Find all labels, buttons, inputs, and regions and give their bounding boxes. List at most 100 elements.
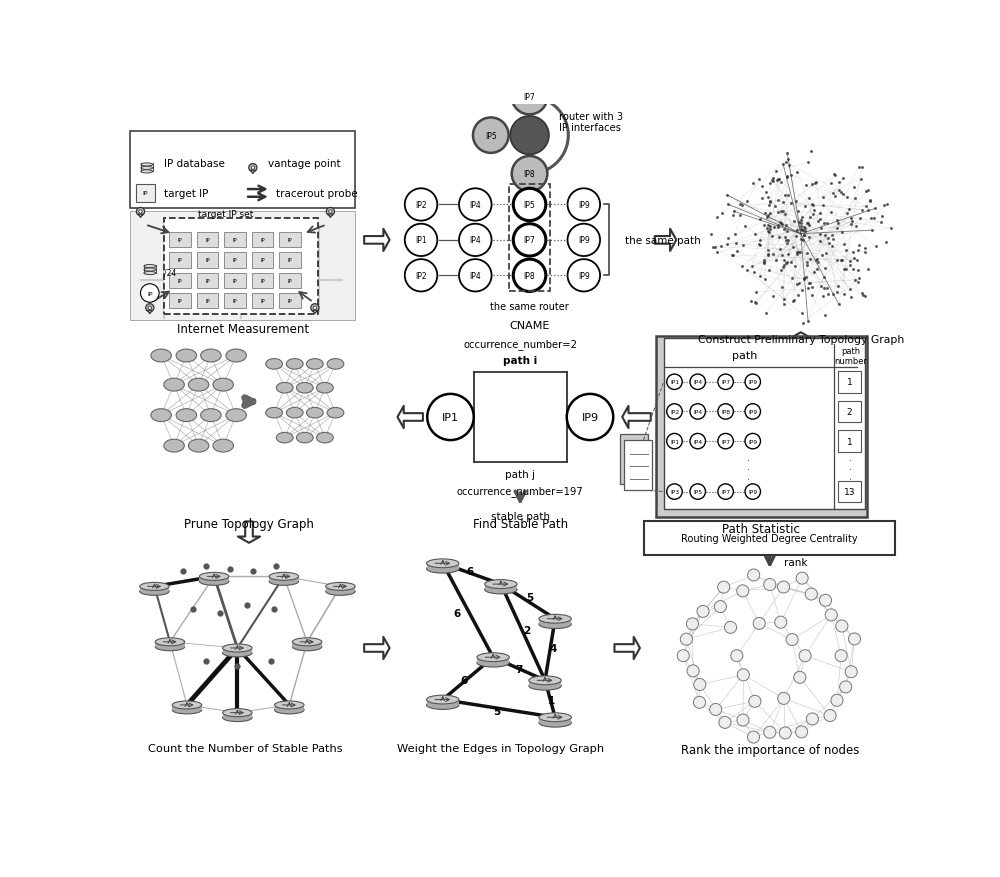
- Point: [729, 245, 745, 259]
- Point: [866, 211, 882, 225]
- Circle shape: [806, 713, 818, 725]
- Text: Path Statistic: Path Statistic: [722, 522, 800, 535]
- Point: [824, 240, 840, 254]
- Point: [826, 168, 842, 182]
- Point: [835, 172, 851, 186]
- Point: [804, 281, 820, 295]
- Point: [797, 225, 813, 239]
- Text: IP: IP: [233, 279, 237, 283]
- Point: [798, 179, 814, 193]
- FancyBboxPatch shape: [252, 294, 273, 309]
- Point: [765, 172, 781, 186]
- Point: [858, 185, 874, 199]
- Circle shape: [764, 726, 776, 738]
- Text: IP9: IP9: [748, 489, 757, 495]
- Text: IP: IP: [143, 191, 148, 196]
- Point: [827, 168, 843, 182]
- Text: 6: 6: [453, 608, 460, 618]
- Point: [762, 196, 778, 210]
- Point: [748, 286, 764, 300]
- Text: occurrence_number=197: occurrence_number=197: [457, 485, 584, 496]
- FancyBboxPatch shape: [252, 232, 273, 248]
- Point: [762, 220, 778, 234]
- Text: 7: 7: [515, 664, 522, 674]
- Point: [725, 249, 741, 263]
- Circle shape: [140, 284, 159, 303]
- Point: [842, 255, 858, 269]
- Text: 1: 1: [847, 437, 852, 446]
- FancyBboxPatch shape: [838, 372, 861, 393]
- Point: [773, 217, 789, 231]
- Circle shape: [737, 669, 749, 681]
- Bar: [144, 267, 156, 268]
- Text: 6: 6: [466, 567, 474, 576]
- Point: [746, 266, 762, 280]
- Point: [713, 239, 729, 253]
- Point: [760, 248, 776, 262]
- Point: [780, 233, 796, 247]
- Point: [775, 158, 791, 172]
- Point: [703, 227, 719, 241]
- Point: [764, 174, 780, 188]
- Ellipse shape: [327, 408, 344, 418]
- Point: [752, 233, 768, 247]
- Text: IP4: IP4: [469, 272, 481, 281]
- Circle shape: [737, 714, 749, 726]
- Point: [793, 217, 809, 231]
- Circle shape: [568, 225, 600, 257]
- Ellipse shape: [427, 565, 459, 574]
- Point: [747, 228, 763, 242]
- Point: [767, 200, 783, 214]
- Ellipse shape: [269, 578, 299, 586]
- Point: [762, 223, 778, 237]
- Circle shape: [710, 703, 722, 716]
- Point: [776, 253, 792, 267]
- Point: [835, 189, 851, 203]
- Point: [751, 173, 767, 187]
- Ellipse shape: [296, 433, 313, 444]
- Point: [839, 207, 855, 221]
- FancyBboxPatch shape: [197, 253, 218, 268]
- FancyBboxPatch shape: [164, 219, 318, 315]
- Ellipse shape: [213, 379, 233, 392]
- Ellipse shape: [144, 268, 156, 272]
- Point: [752, 239, 768, 253]
- Ellipse shape: [223, 645, 252, 652]
- Point: [808, 176, 824, 190]
- Text: 2: 2: [523, 625, 530, 636]
- Ellipse shape: [485, 580, 517, 588]
- Text: IP: IP: [233, 299, 237, 303]
- Point: [709, 210, 725, 225]
- Point: [784, 272, 800, 286]
- Circle shape: [139, 210, 142, 214]
- Point: [780, 189, 796, 203]
- Point: [790, 289, 806, 303]
- Text: 5: 5: [526, 593, 533, 602]
- Circle shape: [737, 585, 749, 597]
- Point: [807, 176, 823, 190]
- Bar: [539, 619, 571, 624]
- Point: [854, 160, 870, 175]
- Point: [860, 203, 876, 217]
- Point: [791, 216, 807, 230]
- Point: [843, 217, 859, 232]
- Text: IP9: IP9: [581, 412, 599, 423]
- Text: Weight the Edges in Topology Graph: Weight the Edges in Topology Graph: [397, 744, 604, 753]
- Text: 2: 2: [847, 408, 852, 417]
- Circle shape: [805, 588, 817, 601]
- Point: [795, 234, 811, 248]
- Circle shape: [311, 304, 319, 312]
- Point: [799, 246, 815, 260]
- Bar: [144, 270, 156, 272]
- Point: [842, 282, 858, 296]
- Text: IP9: IP9: [578, 201, 590, 210]
- Circle shape: [510, 117, 549, 155]
- Point: [854, 287, 870, 301]
- Ellipse shape: [223, 714, 252, 722]
- Point: [825, 288, 841, 302]
- Point: [769, 175, 785, 189]
- Ellipse shape: [529, 676, 561, 685]
- Ellipse shape: [201, 410, 221, 422]
- Bar: [155, 642, 185, 647]
- Circle shape: [326, 208, 334, 217]
